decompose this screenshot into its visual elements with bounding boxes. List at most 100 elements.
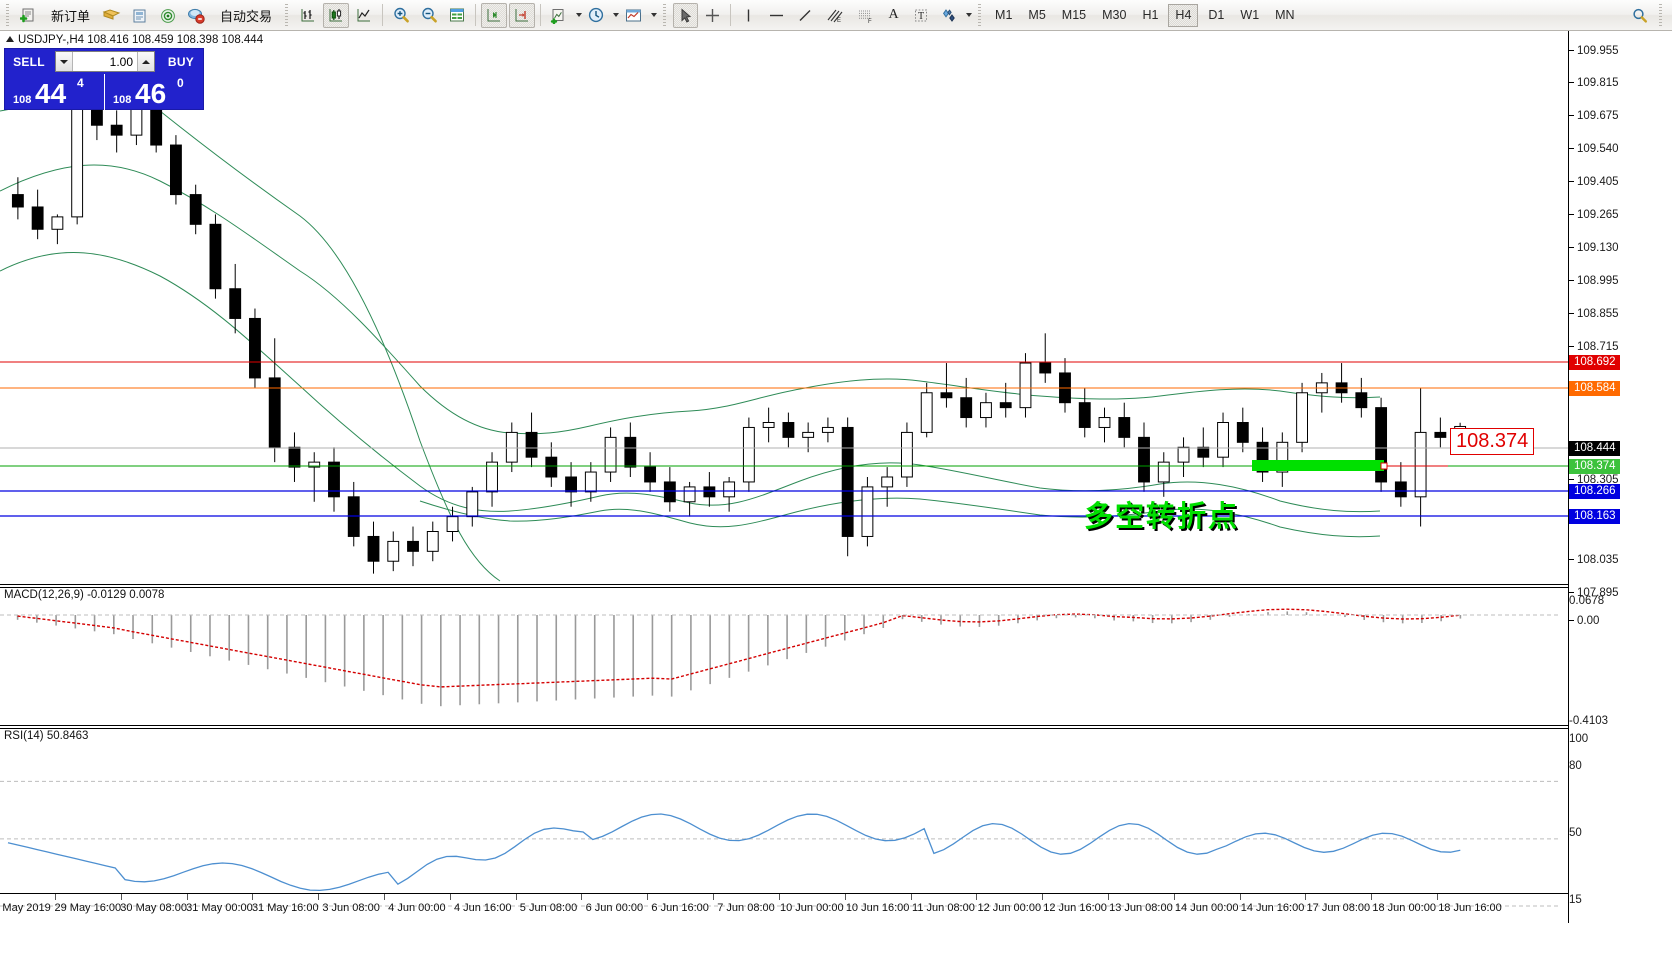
toolbar-grip-4[interactable]: [976, 4, 984, 26]
toolbar-right-group: [1626, 3, 1672, 28]
oct-prices-row: 108 44 4 108 46 0: [5, 74, 205, 110]
line-chart-icon[interactable]: [351, 3, 377, 28]
sell-price-pips: 44: [35, 78, 67, 109]
macd-tick-label: 0.00: [1577, 615, 1600, 627]
timeframe-w1[interactable]: W1: [1240, 8, 1260, 22]
signals-icon[interactable]: [155, 3, 181, 28]
templates-icon[interactable]: [620, 3, 647, 28]
objects-icon[interactable]: [936, 3, 962, 28]
date-tick-separator: [1305, 894, 1307, 900]
toolbar-grip-5[interactable]: [1657, 4, 1664, 26]
price-tick: 109.955: [1569, 45, 1619, 57]
timeframe-m15[interactable]: M15: [1061, 8, 1087, 22]
new-order-button[interactable]: 新订单: [43, 3, 96, 28]
volume-value[interactable]: 1.00: [109, 54, 133, 69]
sell-price-big-figure: 108: [13, 94, 32, 106]
volume-stepper[interactable]: 1.00: [55, 51, 155, 72]
timeframe-m30[interactable]: M30: [1102, 8, 1127, 22]
autotrade-button[interactable]: 自动交易: [212, 3, 278, 28]
new-order-icon[interactable]: [16, 3, 41, 28]
bar-chart-icon[interactable]: [295, 3, 321, 28]
date-tick-label: 29 May 16:00: [54, 902, 122, 914]
volume-increase-button[interactable]: [137, 52, 154, 71]
price-tick-label: 108.035: [1577, 554, 1619, 566]
timeframe-mn[interactable]: MN: [1275, 8, 1295, 22]
rsi-tick-label: 50: [1569, 827, 1582, 839]
templates-dropdown-caret[interactable]: [651, 13, 658, 17]
objects-dropdown-caret[interactable]: [966, 13, 973, 17]
trendline-icon[interactable]: [792, 3, 819, 28]
date-tick-separator: [384, 894, 385, 900]
date-tick-separator: [581, 894, 583, 900]
chart-plot[interactable]: USDJPY-,H4 108.416 108.459 108.398 108.4…: [0, 31, 1568, 923]
date-tick-label: 31 May 00:00: [186, 902, 253, 914]
autotrade-icon[interactable]: [183, 3, 210, 28]
svg-text:T: T: [918, 11, 924, 22]
auto-scroll-icon[interactable]: [509, 2, 536, 28]
indicators-dropdown-caret[interactable]: [576, 13, 583, 17]
sell-price-display[interactable]: 108 44 4: [5, 74, 105, 110]
period-dropdown-caret[interactable]: [613, 13, 620, 17]
price-badge-pivot: 108.374: [1569, 459, 1620, 474]
date-tick-separator: [1173, 894, 1175, 900]
text-icon[interactable]: A: [888, 7, 899, 22]
chart-window[interactable]: 109.955 109.815 109.675 109.540 109.405 …: [0, 31, 1672, 953]
rsi-tick: 50: [1569, 827, 1582, 839]
price-tick: 109.540: [1569, 143, 1619, 155]
timeframe-m1[interactable]: M1: [995, 8, 1013, 22]
vline-icon[interactable]: [736, 3, 761, 28]
label-icon[interactable]: T: [908, 3, 934, 28]
rsi-tick: 100: [1569, 733, 1588, 745]
date-tick-separator: [844, 894, 846, 900]
date-tick-separator: [1108, 894, 1109, 900]
hline-icon[interactable]: [763, 3, 790, 28]
folder-icon[interactable]: [98, 3, 125, 28]
price-axis[interactable]: 109.955 109.815 109.675 109.540 109.405 …: [1568, 31, 1672, 923]
date-tick-separator: [647, 894, 649, 900]
zoom-out-icon[interactable]: [416, 3, 442, 28]
date-tick-label: 11 Jun 08:00: [912, 902, 975, 914]
rsi-tick-label: 100: [1569, 733, 1589, 745]
date-tick-label: 4 Jun 00:00: [388, 902, 446, 914]
one-click-trading-panel[interactable]: SELL 1.00 BUY 108 44 4 108: [4, 48, 204, 110]
timeframe-m5[interactable]: M5: [1028, 8, 1046, 22]
toolbar-grip[interactable]: [4, 4, 11, 26]
chart-annotation-text[interactable]: 多空转折点: [1084, 499, 1240, 533]
candlestick-icon[interactable]: [323, 2, 350, 28]
data-window-icon[interactable]: [444, 3, 470, 28]
toolbar-grip-3[interactable]: [661, 4, 669, 26]
collapse-icon[interactable]: [6, 36, 14, 42]
date-tick-label: 6 Jun 16:00: [651, 902, 709, 914]
price-tick-label: 108.305: [1577, 474, 1619, 486]
zoom-in-icon[interactable]: [388, 3, 414, 28]
cursor-icon[interactable]: [673, 2, 699, 28]
sell-price-fraction: 4: [77, 76, 84, 90]
chart-shift-icon[interactable]: [481, 2, 508, 28]
fibo-icon[interactable]: F: [851, 3, 879, 28]
price-badge-current: 108.444: [1569, 441, 1620, 456]
search-icon[interactable]: [1627, 3, 1652, 28]
buy-button[interactable]: BUY: [167, 54, 195, 69]
sell-button[interactable]: SELL: [13, 54, 45, 69]
level-lines[interactable]: [0, 41, 1568, 586]
date-tick-separator: [1042, 894, 1044, 900]
toolbar-grip-2[interactable]: [283, 4, 291, 26]
macd-pane-divider-top2: [0, 587, 1568, 588]
crosshair-icon[interactable]: [700, 3, 725, 28]
period-icon[interactable]: [583, 3, 609, 28]
timeframe-h4[interactable]: H4: [1168, 3, 1199, 27]
rsi-pane-divider-top: [0, 725, 1568, 726]
price-callout-box[interactable]: 108.374: [1450, 428, 1535, 455]
macd-pane-divider-top: [0, 584, 1568, 585]
indicators-icon[interactable]: [546, 3, 572, 28]
buy-price-display[interactable]: 108 46 0: [105, 74, 205, 110]
timeframe-d1[interactable]: D1: [1208, 8, 1225, 22]
price-tick-label: 108.715: [1577, 341, 1619, 353]
equidistant-channel-icon[interactable]: E: [821, 3, 849, 28]
news-icon[interactable]: [127, 3, 153, 28]
price-tick-label: 109.265: [1577, 209, 1619, 221]
timeframe-h1[interactable]: H1: [1142, 8, 1159, 22]
volume-decrease-button[interactable]: [56, 52, 73, 71]
callout-anchor-handle: [1380, 462, 1388, 470]
